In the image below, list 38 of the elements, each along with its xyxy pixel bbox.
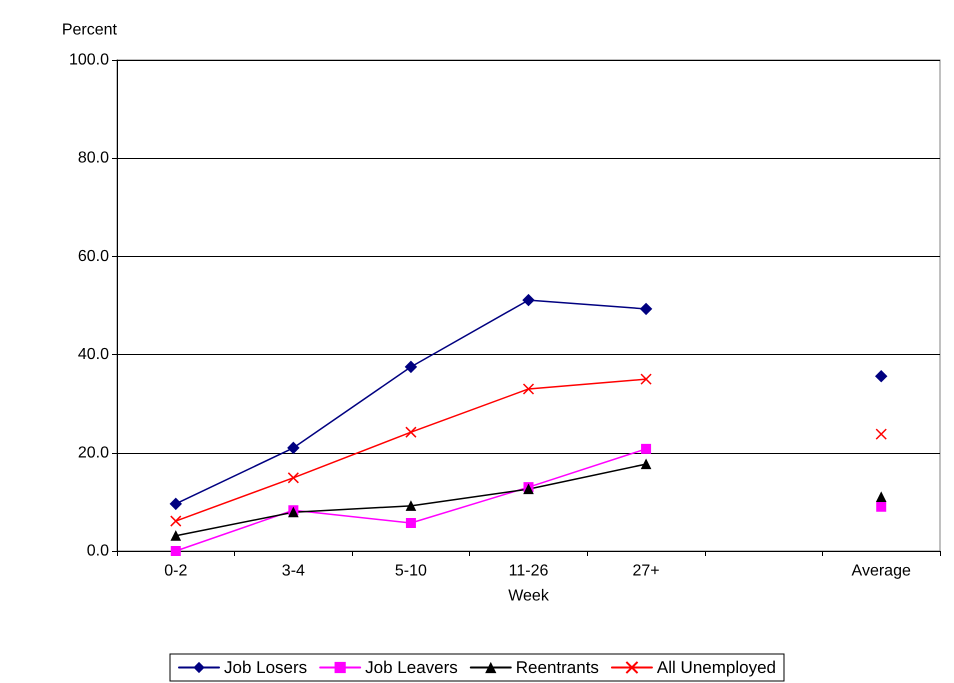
point <box>641 444 652 454</box>
point <box>522 383 534 395</box>
point <box>170 515 182 527</box>
point <box>522 294 534 306</box>
point <box>640 373 652 385</box>
point <box>876 492 886 502</box>
point <box>170 546 181 556</box>
x-tick-label: 3-4 <box>282 562 306 580</box>
point <box>404 360 417 373</box>
x-tick-label: 0-2 <box>164 562 188 580</box>
point <box>170 530 181 541</box>
point <box>875 428 887 440</box>
x-tick-label: Average <box>852 562 911 580</box>
y-tick-label: 20.0 <box>78 444 110 462</box>
legend-label: Job Losers <box>224 658 308 677</box>
y-tick-label: 100.0 <box>68 52 110 68</box>
x-tick-label: 11-26 <box>508 562 548 580</box>
legend-label: Reentrants <box>516 658 599 677</box>
point <box>406 518 416 528</box>
y-axis-title: Percent <box>62 22 118 38</box>
point <box>640 302 652 315</box>
point <box>405 426 417 438</box>
point <box>406 500 416 511</box>
legend-label: Job Leavers <box>365 658 458 677</box>
x-tick-label: 27+ <box>632 562 660 580</box>
point <box>170 498 182 510</box>
y-tick-label: 0.0 <box>86 542 110 560</box>
point <box>875 370 888 382</box>
point <box>287 442 300 454</box>
point <box>876 502 886 512</box>
legend-label: All Unemployed <box>656 658 776 677</box>
point <box>641 459 652 470</box>
y-tick-label: 40.0 <box>78 346 110 364</box>
y-tick-label: 60.0 <box>78 248 110 265</box>
x-axis-title: Week <box>508 588 550 604</box>
x-tick-label: 5-10 <box>394 562 428 580</box>
point <box>288 472 300 484</box>
y-tick-label: 80.0 <box>78 150 110 167</box>
